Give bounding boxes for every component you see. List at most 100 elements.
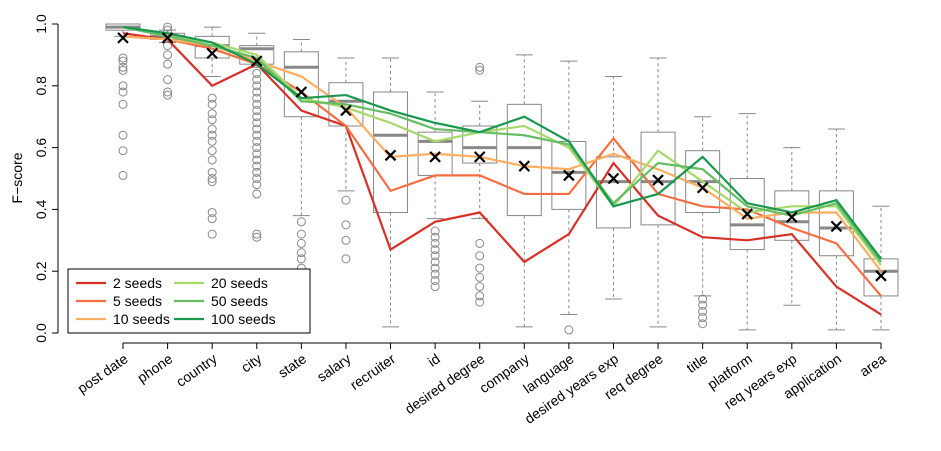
outlier <box>252 81 262 91</box>
outlier <box>252 167 262 177</box>
outlier <box>252 136 262 146</box>
outlier <box>698 306 708 316</box>
y-axis-label: F−score <box>9 152 25 203</box>
outlier <box>341 220 351 230</box>
y-tick-label: 0.0 <box>33 323 49 343</box>
outlier <box>252 118 262 128</box>
outlier <box>430 275 440 285</box>
x-tick-label: post date <box>74 350 131 396</box>
x-tick-label: recruiter <box>347 350 399 393</box>
outlier <box>475 297 485 307</box>
outlier <box>252 149 262 159</box>
outlier <box>564 325 574 335</box>
outlier <box>430 238 440 248</box>
outlier <box>207 207 217 217</box>
y-tick-label: 0.8 <box>33 76 49 96</box>
outlier <box>341 235 351 245</box>
outlier <box>207 124 217 134</box>
outlier <box>430 226 440 236</box>
outlier <box>118 62 128 72</box>
x-tick-label: title <box>683 350 710 376</box>
y-tick-label: 0.4 <box>33 199 49 219</box>
outlier <box>252 75 262 85</box>
outlier <box>207 109 217 119</box>
outlier <box>475 282 485 292</box>
series-line <box>122 26 882 260</box>
mean-marker <box>875 270 887 282</box>
outlier <box>475 272 485 282</box>
mean-marker <box>250 55 263 67</box>
outlier <box>341 254 351 264</box>
outlier <box>118 56 128 66</box>
outlier <box>163 22 173 32</box>
outlier <box>430 269 440 279</box>
legend-label: 20 seeds <box>211 275 268 291</box>
legend-label: 50 seeds <box>211 293 268 309</box>
outlier <box>118 99 128 109</box>
outlier <box>698 300 708 310</box>
outlier <box>118 81 128 91</box>
outlier <box>118 65 128 75</box>
outlier <box>252 143 262 153</box>
outlier <box>252 180 262 190</box>
y-tick-label: 1.0 <box>33 14 49 34</box>
outlier <box>252 174 262 183</box>
outlier <box>163 50 173 60</box>
outlier <box>252 87 262 97</box>
outlier <box>698 313 708 323</box>
outlier <box>296 238 306 248</box>
outlier <box>430 251 440 261</box>
outlier <box>430 232 440 242</box>
outlier <box>252 93 262 103</box>
x-tick-label: area <box>857 350 889 379</box>
outlier <box>475 238 485 248</box>
mean-marker <box>607 172 620 185</box>
outlier <box>207 99 217 109</box>
outlier <box>430 263 440 273</box>
mean-marker <box>473 151 486 163</box>
mean-marker <box>652 174 664 186</box>
outlier <box>698 319 708 329</box>
mean-marker <box>206 47 218 60</box>
series-line <box>122 35 882 297</box>
legend-label: 2 seeds <box>113 275 162 291</box>
outlier <box>252 106 262 116</box>
y-tick-label: 0.6 <box>33 138 49 158</box>
outlier <box>207 177 217 187</box>
series-line <box>122 26 882 263</box>
outlier <box>296 217 306 227</box>
outlier <box>118 170 128 180</box>
outlier <box>475 251 485 261</box>
outlier <box>475 62 485 72</box>
outlier <box>475 65 485 75</box>
series-line <box>122 35 882 272</box>
outlier <box>475 291 485 301</box>
outlier <box>252 189 262 199</box>
outlier <box>252 155 262 165</box>
outlier <box>207 214 217 224</box>
outlier <box>252 68 262 78</box>
outlier <box>163 90 173 100</box>
outlier <box>207 229 217 239</box>
outlier <box>252 130 262 140</box>
outlier <box>118 146 128 156</box>
outlier <box>207 167 217 177</box>
series-line <box>122 26 882 266</box>
outlier <box>207 93 217 103</box>
outlier <box>163 59 173 69</box>
x-tick-label: phone <box>134 350 175 386</box>
outlier <box>163 75 173 85</box>
mean-marker <box>429 151 441 163</box>
outlier <box>118 130 128 140</box>
x-tick-label: state <box>275 350 309 381</box>
outlier <box>475 263 485 273</box>
mean-marker <box>518 160 531 172</box>
outlier <box>698 294 708 304</box>
outlier <box>207 174 217 183</box>
mean-marker <box>696 181 709 194</box>
outlier <box>207 115 217 125</box>
x-tick-label: country <box>173 350 220 389</box>
outlier <box>207 155 217 165</box>
outlier <box>207 146 217 156</box>
outlier <box>430 257 440 267</box>
